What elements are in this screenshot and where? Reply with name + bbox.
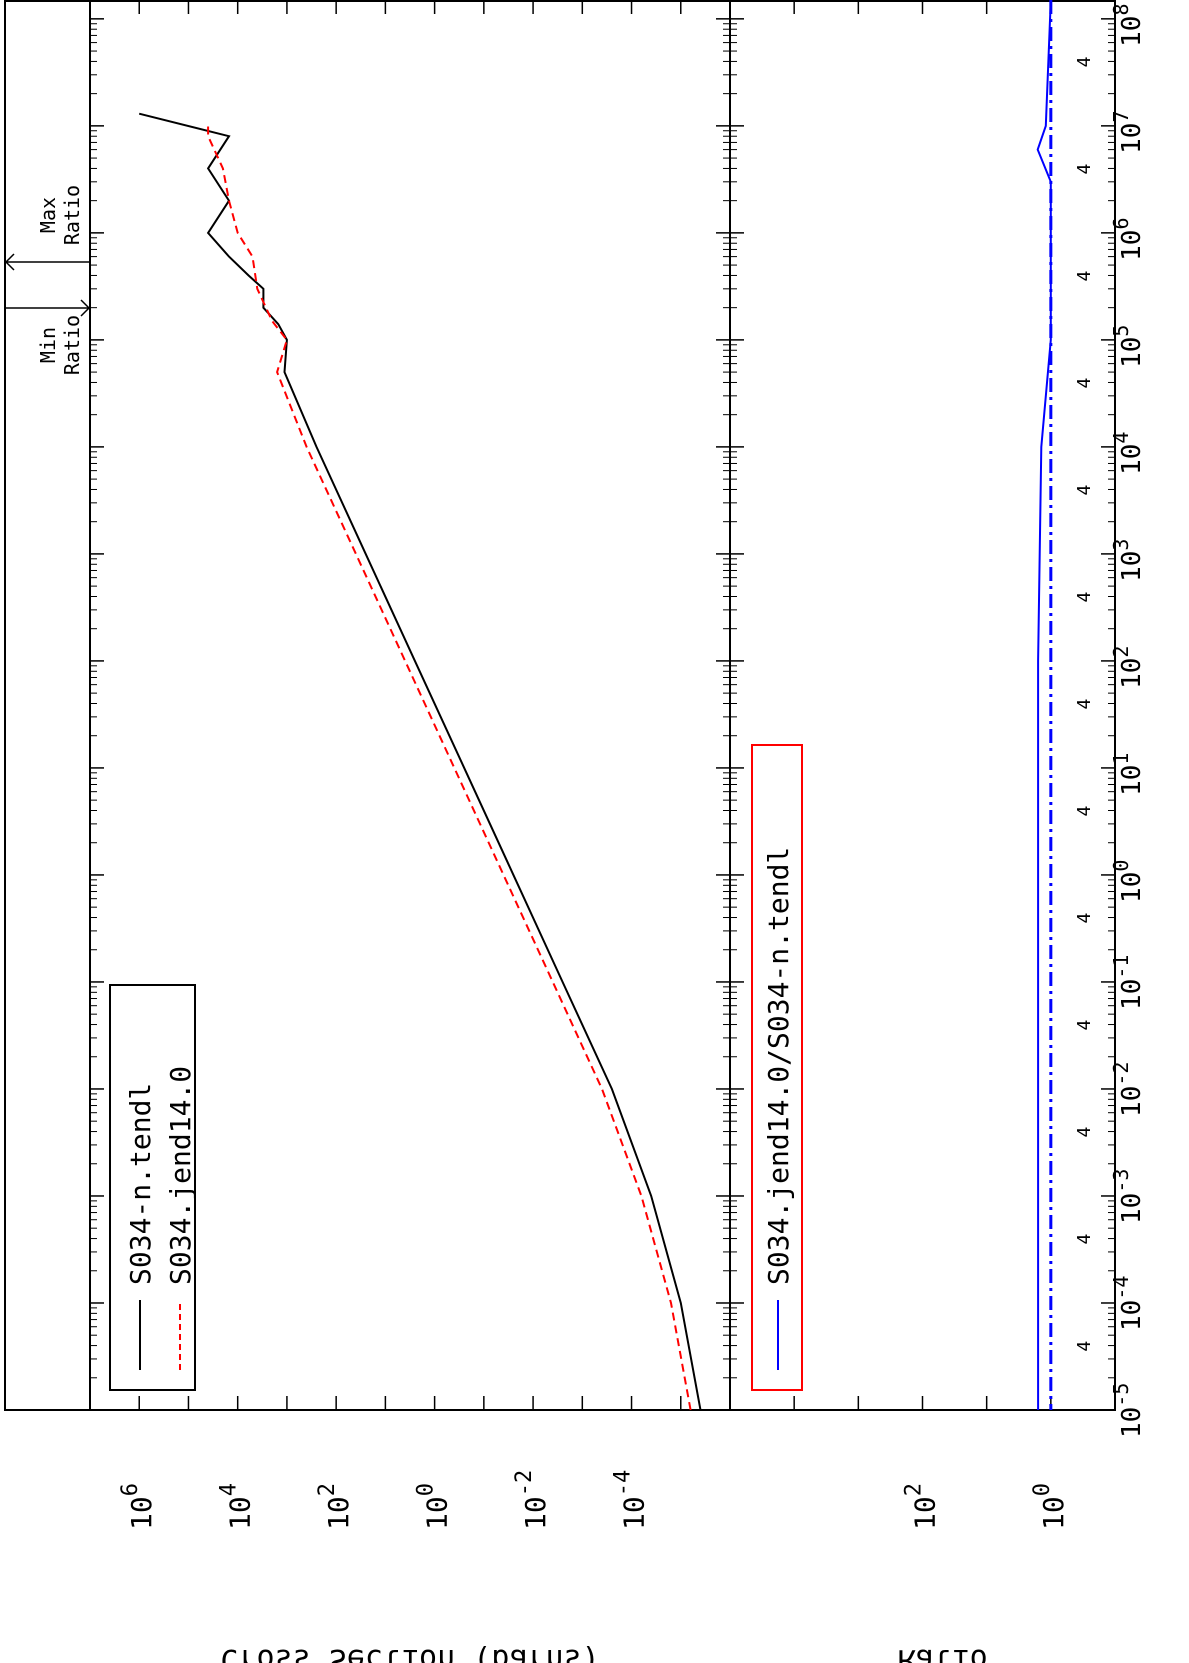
ratio-legend-label: S034.jend14.0/S034-n.tendl	[762, 847, 795, 1285]
y-tick-label: 10-2	[512, 1470, 552, 1530]
ratio-legend-box	[751, 744, 803, 1391]
x-tick-label: 105	[1109, 325, 1147, 368]
min-ratio-label: Min	[36, 327, 60, 363]
series-line-1	[207, 125, 692, 1411]
legend-label-0: S034-n.tendl	[124, 1083, 157, 1285]
max-ratio-label: Ratio	[60, 185, 84, 245]
x-tick-label: 10-3	[1109, 1169, 1147, 1224]
ratio-axis-title: Ratio	[897, 1642, 987, 1663]
x-tick-label: 10-1	[1109, 955, 1147, 1010]
max-ratio-label: Max	[36, 197, 60, 233]
x-minor-tick-label: 4	[1074, 271, 1095, 282]
series-layer	[138, 0, 1053, 1411]
ratio-y-tick-label: 100	[1030, 1483, 1070, 1530]
y-tick-label: 10-4	[611, 1470, 651, 1530]
ratio-y-tick-label: 102	[902, 1483, 942, 1530]
x-minor-tick-label: 4	[1074, 1234, 1095, 1245]
x-tick-label: 103	[1109, 539, 1147, 582]
x-tick-label: 106	[1109, 218, 1147, 261]
labels-layer: 10-4 10-2 100 102 104 106 100 102 Cross Section …	[4, 185, 1070, 1663]
x-tick-label: 10-2	[1109, 1062, 1147, 1117]
min-ratio-label: Ratio	[60, 315, 84, 375]
x-tick-label: 10-5	[1109, 1383, 1147, 1438]
ratio-series-line-0	[1036, 0, 1052, 1410]
x-minor-tick-label: 4	[1074, 378, 1095, 389]
legend-box	[109, 984, 196, 1391]
min-ratio-arrowhead	[80, 299, 91, 317]
x-minor-tick-label: 4	[1074, 485, 1095, 496]
x-minor-tick-label: 4	[1074, 913, 1095, 924]
x-tick-label: 107	[1109, 110, 1147, 153]
x-minor-tick-label: 4	[1074, 1127, 1095, 1138]
x-minor-tick-label: 4	[1074, 1341, 1095, 1352]
x-minor-tick-label: 4	[1074, 1020, 1095, 1031]
x-minor-tick-label: 4	[1074, 592, 1095, 603]
legend-label-1: S034.jend14.0	[164, 1066, 197, 1285]
max-ratio-arrowhead	[4, 253, 15, 271]
y-tick-label: 106	[118, 1483, 158, 1530]
x-tick-label: 104	[1109, 432, 1147, 475]
x-tick-label: 101	[1109, 753, 1147, 796]
y-axis-title: Cross Section (barns)	[220, 1642, 599, 1663]
x-minor-tick-label: 4	[1074, 57, 1095, 68]
x-minor-tick-label: 4	[1074, 806, 1095, 817]
x-minor-tick-label: 4	[1074, 699, 1095, 710]
y-tick-label: 104	[217, 1483, 257, 1530]
x-minor-tick-label: 4	[1074, 164, 1095, 175]
x-tick-label: 10-4	[1109, 1276, 1147, 1331]
x-tick-label: 102	[1109, 646, 1147, 689]
y-tick-label: 102	[315, 1483, 355, 1530]
x-tick-label: 100	[1109, 860, 1147, 903]
ticks-layer: 10-5 4 10-4 4 10-3 4 10-2 4 10-1 4 100 4 101 4 102 4 103…	[89, 0, 1147, 1438]
series-line-0	[138, 112, 702, 1411]
y-tick-label: 100	[414, 1483, 454, 1530]
